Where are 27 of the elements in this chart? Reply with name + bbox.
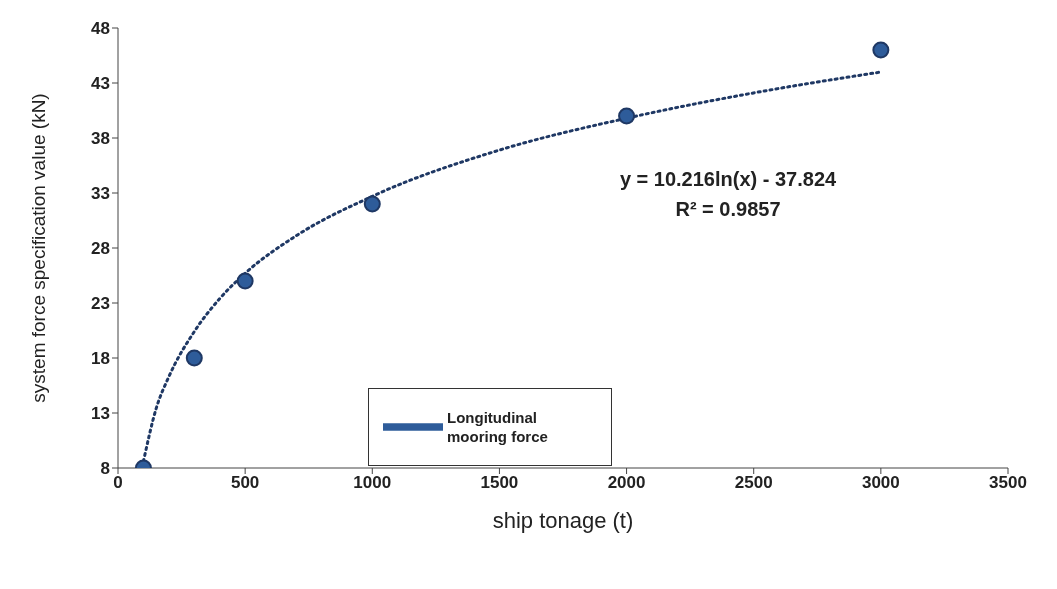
y-tick-label: 28 bbox=[91, 239, 110, 259]
point bbox=[363, 195, 381, 213]
x-tick-label: 3500 bbox=[989, 473, 1027, 493]
x-tick-label: 2000 bbox=[607, 473, 646, 493]
annotation: y = 10.216ln(x) - 37.824 bbox=[618, 168, 838, 191]
point bbox=[872, 41, 890, 59]
y-tick-label: 18 bbox=[91, 349, 110, 369]
y-tick-label: 43 bbox=[91, 74, 110, 94]
y-axis-title: system force specification value (kN) bbox=[27, 93, 49, 403]
point bbox=[236, 272, 254, 290]
y-tick-label: 8 bbox=[100, 459, 110, 479]
x-tick-label: 2500 bbox=[734, 473, 773, 493]
y-tick-label: 48 bbox=[91, 19, 110, 39]
x-tick-label: 500 bbox=[230, 473, 260, 493]
point bbox=[618, 107, 636, 125]
y-tick-label: 23 bbox=[91, 294, 110, 314]
y-tick-label: 38 bbox=[91, 129, 110, 149]
x-tick-label: 0 bbox=[113, 473, 123, 493]
y-tick-label: 13 bbox=[91, 404, 110, 424]
x-tick-label: 3000 bbox=[861, 473, 900, 493]
legend-label: Longitudinal mooring force bbox=[447, 408, 549, 446]
annotation: R² = 0.9857 bbox=[674, 198, 782, 221]
x-tick-label: 1000 bbox=[353, 473, 392, 493]
point bbox=[185, 349, 203, 367]
x-axis-title: ship tonage (t) bbox=[492, 508, 634, 533]
y-tick-label: 33 bbox=[91, 184, 110, 204]
x-tick-label: 1500 bbox=[480, 473, 519, 493]
